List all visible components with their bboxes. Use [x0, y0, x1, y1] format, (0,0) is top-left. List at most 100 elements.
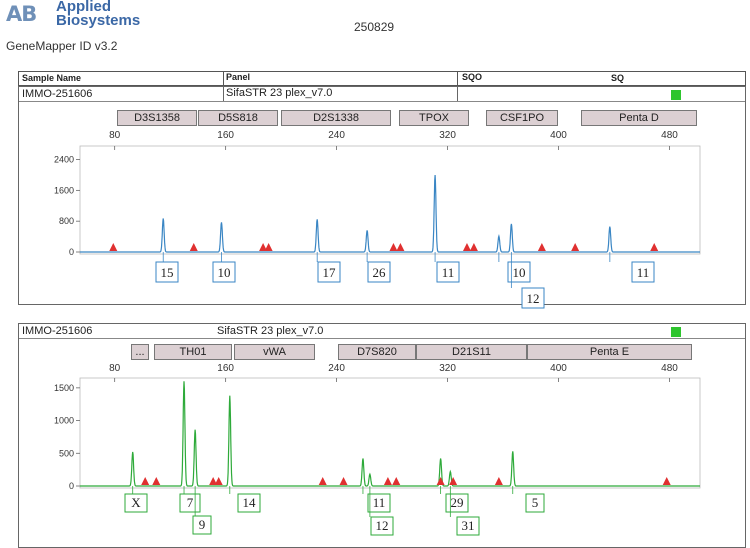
sample-name: IMMO-251606 — [22, 325, 93, 337]
x-tick-label: 80 — [109, 363, 121, 374]
y-tick-label: 0 — [69, 481, 74, 491]
allele-label: 29 — [451, 495, 464, 510]
allele-call-box[interactable] — [631, 261, 655, 283]
marker-box-penta-e[interactable]: Penta E — [527, 344, 692, 360]
allele-label: 26 — [373, 265, 387, 280]
allele-call-box[interactable] — [436, 261, 460, 283]
allele-call-box[interactable] — [445, 493, 469, 513]
allele-label: 10 — [218, 265, 231, 280]
allele-label: 12 — [527, 291, 540, 306]
marker-box--[interactable]: ... — [131, 344, 149, 360]
sample-row: IMMO-251606 SifaSTR 23 plex_v7.0 — [19, 87, 745, 102]
allele-label: 5 — [532, 495, 539, 510]
marker-box-tpox[interactable]: TPOX — [399, 110, 469, 126]
allele-call-box[interactable] — [124, 493, 148, 513]
bin-marker-triangle — [318, 477, 327, 485]
x-tick-label: 160 — [217, 130, 234, 141]
bin-marker-triangle — [383, 477, 392, 485]
allele-call-box[interactable] — [507, 261, 531, 283]
plot-frame — [79, 377, 701, 489]
bin-marker-triangle — [189, 243, 198, 251]
bin-marker-triangle — [494, 477, 503, 485]
y-tick-label: 1600 — [54, 185, 74, 195]
bin-marker-triangle — [571, 243, 580, 251]
sq-status-indicator — [671, 90, 681, 100]
allele-call-box[interactable] — [367, 261, 391, 283]
allele-label: 9 — [199, 517, 206, 532]
sample-row: IMMO-251606 SifaSTR 23 plex_v7.0 — [19, 324, 745, 339]
allele-call-box[interactable] — [521, 287, 545, 309]
bin-marker-triangle — [662, 477, 671, 485]
y-tick-label: 0 — [69, 247, 74, 257]
x-tick-label: 160 — [217, 363, 234, 374]
allele-label: 31 — [462, 518, 475, 533]
allele-label: X — [131, 495, 141, 510]
logo-line-1: Applied — [56, 0, 111, 15]
bin-marker-triangle — [264, 243, 273, 251]
allele-call-box[interactable] — [155, 261, 179, 283]
bin-marker-triangle — [396, 243, 405, 251]
y-tick-label: 500 — [59, 448, 74, 458]
marker-box-penta-d[interactable]: Penta D — [581, 110, 697, 126]
bin-marker-triangle — [209, 477, 218, 485]
marker-box-d7s820[interactable]: D7S820 — [338, 344, 416, 360]
allele-label: 12 — [376, 518, 389, 533]
marker-box-th01[interactable]: TH01 — [154, 344, 232, 360]
allele-call-box[interactable] — [237, 493, 261, 513]
bin-marker-triangle — [214, 477, 223, 485]
plot-frame — [79, 145, 701, 255]
col-panel: Panel — [223, 72, 250, 85]
sq-status-indicator — [671, 327, 681, 337]
logo-line-2: Biosystems — [56, 12, 141, 29]
bin-marker-triangle — [339, 477, 348, 485]
run-id: 250829 — [354, 20, 395, 34]
allele-label: 17 — [323, 265, 337, 280]
marker-box-d3s1358[interactable]: D3S1358 — [117, 110, 197, 126]
allele-label: 10 — [513, 265, 526, 280]
x-tick-label: 320 — [439, 130, 456, 141]
trace-line — [80, 174, 700, 253]
panel-name: SifaSTR 23 plex_v7.0 — [217, 325, 324, 337]
marker-box-vwa[interactable]: vWA — [234, 344, 315, 360]
allele-call-box[interactable] — [192, 515, 212, 535]
allele-label: 7 — [187, 495, 194, 510]
allele-label: 11 — [637, 265, 650, 280]
bin-marker-triangle — [141, 477, 150, 485]
allele-label: 11 — [373, 495, 386, 510]
y-tick-label: 1000 — [54, 416, 74, 426]
bin-marker-triangle — [650, 243, 659, 251]
bin-marker-triangle — [392, 477, 401, 485]
allele-call-box[interactable] — [370, 516, 394, 536]
allele-label: 11 — [442, 265, 455, 280]
col-sample-name: Sample Name — [22, 73, 82, 83]
x-tick-label: 240 — [328, 130, 345, 141]
allele-call-box[interactable] — [525, 493, 545, 513]
col-sqo: SQO — [457, 72, 482, 85]
logo-mark: AB — [6, 2, 37, 26]
bin-marker-triangle — [469, 243, 478, 251]
results-table-header: Sample Name Panel SQO SQ — [18, 71, 746, 86]
allele-call-box[interactable] — [367, 493, 391, 513]
bin-marker-triangle — [259, 243, 268, 251]
x-tick-label: 480 — [661, 130, 678, 141]
bin-marker-triangle — [537, 243, 546, 251]
software-version: GeneMapper ID v3.2 — [6, 39, 118, 53]
bin-marker-triangle — [436, 477, 445, 485]
bin-marker-triangle — [449, 477, 458, 485]
marker-box-d5s818[interactable]: D5S818 — [198, 110, 278, 126]
y-tick-label: 2400 — [54, 155, 74, 165]
bin-marker-triangle — [462, 243, 471, 251]
bin-marker-triangle — [389, 243, 398, 251]
allele-call-box[interactable] — [317, 261, 341, 283]
marker-box-csf1po[interactable]: CSF1PO — [486, 110, 558, 126]
sample-name: IMMO-251606 — [22, 88, 93, 100]
marker-box-d21s11[interactable]: D21S11 — [416, 344, 527, 360]
bin-marker-triangle — [152, 477, 161, 485]
allele-call-box[interactable] — [456, 516, 480, 536]
x-tick-label: 400 — [550, 363, 567, 374]
marker-box-d2s1338[interactable]: D2S1338 — [281, 110, 391, 126]
allele-call-box[interactable] — [212, 261, 236, 283]
x-tick-label: 320 — [439, 363, 456, 374]
